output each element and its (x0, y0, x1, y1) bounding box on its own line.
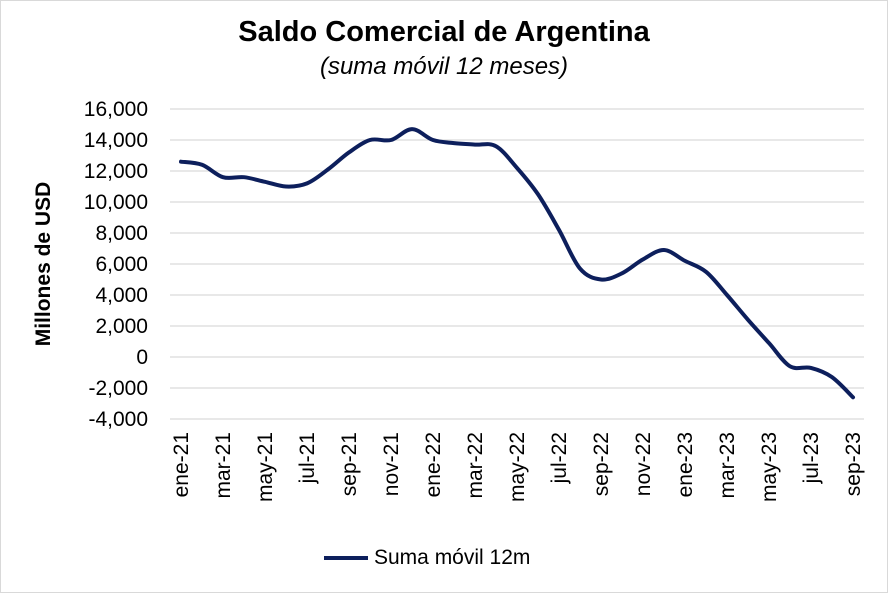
y-tick-label: -2,000 (88, 377, 148, 400)
gridlines (170, 108, 864, 420)
series-line (179, 127, 855, 400)
x-tick-label: jul-22 (548, 432, 571, 484)
x-tick-label: sep-23 (842, 432, 865, 496)
y-axis-tick-labels: 16,000 14,000 12,000 10,000 8,000 6,000 4,000 2… (84, 98, 148, 431)
x-tick-label: ene-22 (422, 432, 445, 497)
chart-subtitle: (suma móvil 12 meses) (319, 53, 569, 80)
y-tick-label: 4,000 (95, 284, 148, 307)
x-tick-label: mar-21 (212, 432, 235, 499)
legend: Suma móvil 12m (324, 546, 530, 570)
y-tick-label: -4,000 (88, 408, 148, 431)
x-tick-label: may-21 (254, 432, 277, 502)
x-tick-label: ene-23 (674, 432, 697, 497)
x-tick-label: nov-22 (632, 432, 655, 496)
x-tick-label: sep-22 (590, 432, 613, 496)
x-tick-label: ene-21 (170, 432, 193, 497)
y-tick-label: 12,000 (84, 160, 148, 183)
y-tick-label: 8,000 (95, 222, 148, 245)
series-lines (179, 127, 855, 400)
legend-swatch (324, 556, 368, 560)
y-tick-label: 14,000 (84, 129, 148, 152)
y-axis-label: Millones de USD (32, 182, 55, 347)
x-tick-label: nov-21 (380, 432, 403, 496)
y-tick-label: 6,000 (95, 253, 148, 276)
y-tick-label: 0 (136, 346, 148, 369)
x-tick-label: mar-22 (464, 432, 487, 499)
legend-label: Suma móvil 12m (374, 546, 531, 569)
x-axis-tick-labels: ene-21 mar-21 may-21 jul-21 sep-21 nov-21 ene-… (170, 432, 865, 502)
y-tick-label: 2,000 (95, 315, 148, 338)
x-tick-label: sep-21 (338, 432, 361, 496)
x-tick-label: jul-23 (800, 432, 823, 484)
x-tick-label: jul-21 (296, 432, 319, 484)
x-tick-label: may-23 (758, 432, 781, 502)
y-tick-label: 16,000 (84, 98, 148, 121)
x-tick-label: may-22 (506, 432, 529, 502)
y-tick-label: 10,000 (84, 191, 148, 214)
chart-title: Saldo Comercial de Argentina (238, 16, 650, 48)
x-tick-label: mar-23 (716, 432, 739, 499)
